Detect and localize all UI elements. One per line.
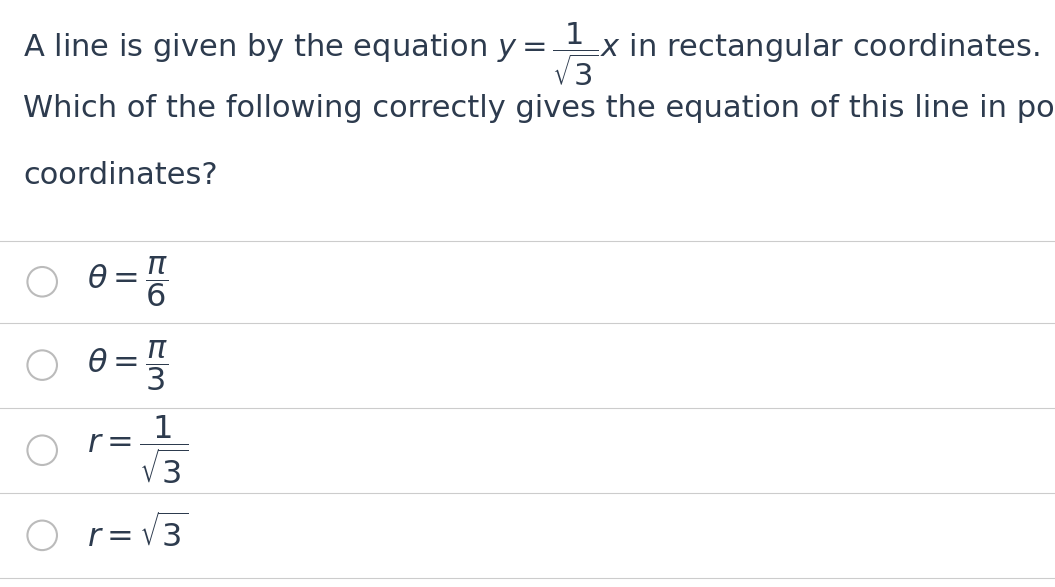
Text: A line is given by the equation $y = \dfrac{1}{\sqrt{3}}x$ in rectangular coordi: A line is given by the equation $y = \df…	[23, 21, 1040, 88]
Text: $r = \dfrac{1}{\sqrt{3}}$: $r = \dfrac{1}{\sqrt{3}}$	[87, 414, 188, 487]
Text: Which of the following correctly gives the equation of this line in polar: Which of the following correctly gives t…	[23, 94, 1055, 123]
Text: $r = \sqrt{3}$: $r = \sqrt{3}$	[87, 515, 188, 555]
Text: $\theta = \dfrac{\pi}{6}$: $\theta = \dfrac{\pi}{6}$	[87, 254, 168, 309]
Text: coordinates?: coordinates?	[23, 161, 217, 190]
Text: $\theta = \dfrac{\pi}{3}$: $\theta = \dfrac{\pi}{3}$	[87, 338, 168, 393]
